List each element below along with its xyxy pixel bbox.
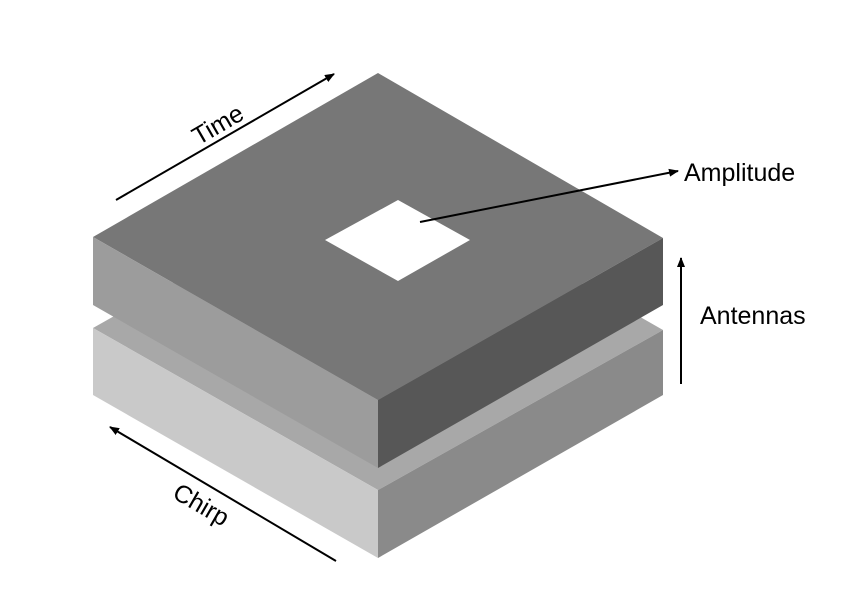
chirp-arrow bbox=[109, 426, 337, 562]
bottom-slab-left-face bbox=[93, 328, 378, 558]
amplitude-label: Amplitude bbox=[684, 159, 795, 187]
time-arrow bbox=[115, 73, 335, 201]
top-slab-right-face bbox=[378, 238, 663, 468]
bottom-slab-right-face bbox=[378, 330, 663, 558]
amplitude-arrow bbox=[419, 168, 679, 223]
top-slab-left-face bbox=[93, 237, 378, 468]
chirp-label: Chirp bbox=[168, 478, 234, 532]
time-label: Time bbox=[187, 99, 248, 151]
antennas-label: Antennas bbox=[700, 302, 806, 330]
